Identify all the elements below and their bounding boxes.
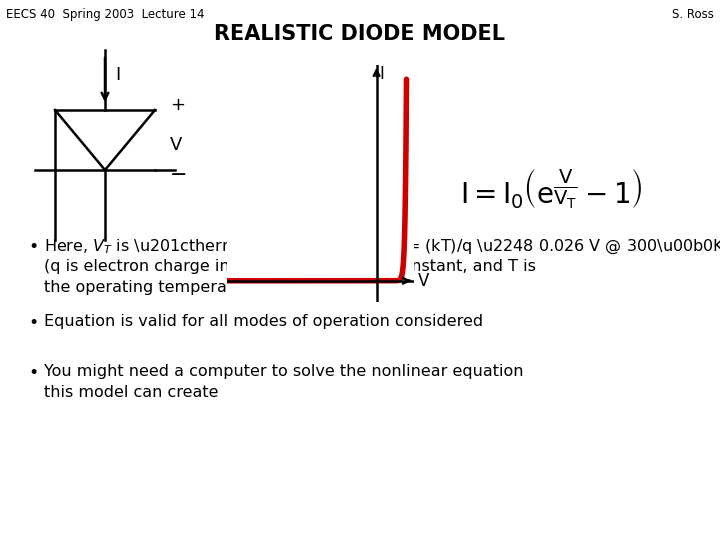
Text: S. Ross: S. Ross [672,8,714,21]
Text: •: • [28,364,38,382]
Text: REALISTIC DIODE MODEL: REALISTIC DIODE MODEL [215,24,505,44]
Text: (q is electron charge in C, k is Boltzmann’s constant, and T is: (q is electron charge in C, k is Boltzma… [44,259,536,274]
Text: the operating temperature in °K): the operating temperature in °K) [44,280,310,295]
Text: V: V [418,272,429,290]
Text: Equation is valid for all modes of operation considered: Equation is valid for all modes of opera… [44,314,483,329]
Text: −: − [170,165,187,185]
Text: V: V [170,136,182,154]
Text: +: + [170,96,185,114]
Text: $\mathsf{I = I_0 \left( e^{\dfrac{V}{V_T}} - 1 \right)}$: $\mathsf{I = I_0 \left( e^{\dfrac{V}{V_T… [459,167,642,211]
Text: I: I [379,65,384,83]
Text: I: I [115,66,120,84]
Text: EECS 40  Spring 2003  Lecture 14: EECS 40 Spring 2003 Lecture 14 [6,8,204,21]
Text: You might need a computer to solve the nonlinear equation: You might need a computer to solve the n… [44,364,523,379]
Text: •: • [28,238,38,256]
Text: this model can create: this model can create [44,385,218,400]
Text: •: • [28,314,38,332]
Text: Here, $V_T$ is \u201cthermal voltage\u201d: $V_T$ = (kT)/q \u2248 0.026 V @ 300\: Here, $V_T$ is \u201cthermal voltage\u20… [44,238,720,256]
